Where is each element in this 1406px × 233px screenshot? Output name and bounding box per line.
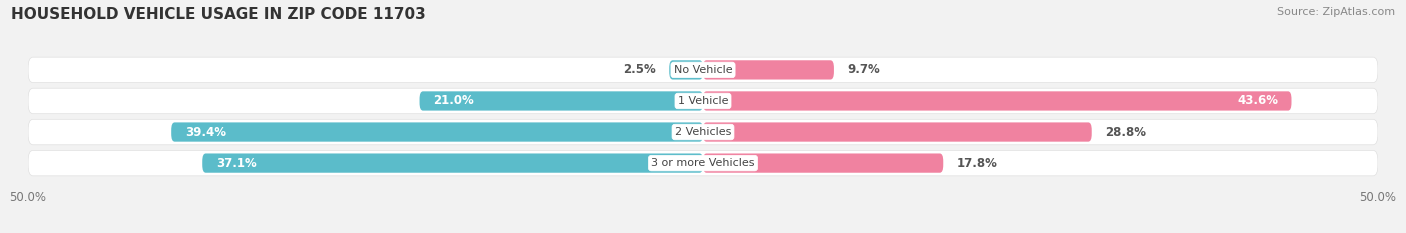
FancyBboxPatch shape bbox=[703, 91, 1292, 111]
FancyBboxPatch shape bbox=[28, 57, 1378, 83]
Text: 2 Vehicles: 2 Vehicles bbox=[675, 127, 731, 137]
Text: 37.1%: 37.1% bbox=[215, 157, 256, 170]
Text: 1 Vehicle: 1 Vehicle bbox=[678, 96, 728, 106]
Text: 9.7%: 9.7% bbox=[848, 63, 880, 76]
Text: 2.5%: 2.5% bbox=[623, 63, 655, 76]
FancyBboxPatch shape bbox=[28, 119, 1378, 145]
Text: 17.8%: 17.8% bbox=[956, 157, 998, 170]
FancyBboxPatch shape bbox=[202, 154, 703, 173]
FancyBboxPatch shape bbox=[669, 60, 703, 79]
FancyBboxPatch shape bbox=[703, 154, 943, 173]
FancyBboxPatch shape bbox=[28, 150, 1378, 176]
FancyBboxPatch shape bbox=[419, 91, 703, 111]
Text: 3 or more Vehicles: 3 or more Vehicles bbox=[651, 158, 755, 168]
Text: Source: ZipAtlas.com: Source: ZipAtlas.com bbox=[1277, 7, 1395, 17]
Text: 39.4%: 39.4% bbox=[184, 126, 226, 139]
Text: 21.0%: 21.0% bbox=[433, 94, 474, 107]
Text: No Vehicle: No Vehicle bbox=[673, 65, 733, 75]
Text: 43.6%: 43.6% bbox=[1237, 94, 1278, 107]
FancyBboxPatch shape bbox=[172, 122, 703, 142]
Text: 28.8%: 28.8% bbox=[1105, 126, 1146, 139]
Text: HOUSEHOLD VEHICLE USAGE IN ZIP CODE 11703: HOUSEHOLD VEHICLE USAGE IN ZIP CODE 1170… bbox=[11, 7, 426, 22]
FancyBboxPatch shape bbox=[703, 60, 834, 79]
FancyBboxPatch shape bbox=[703, 122, 1091, 142]
FancyBboxPatch shape bbox=[28, 88, 1378, 114]
